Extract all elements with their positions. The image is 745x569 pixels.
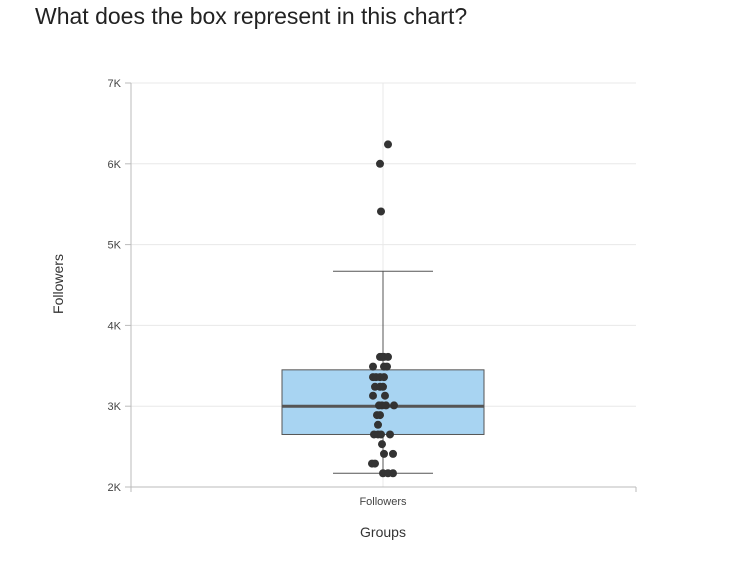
data-point — [389, 469, 397, 478]
data-point — [381, 391, 389, 400]
y-tick-label: 5K — [108, 240, 122, 252]
data-point — [384, 352, 392, 361]
data-point — [386, 430, 394, 439]
data-point — [377, 430, 385, 439]
y-tick-label: 2K — [108, 482, 122, 494]
axes: 2K 3K 4K 5K 6K 7K Followers — [108, 78, 637, 508]
y-tick-label: 3K — [108, 401, 122, 413]
y-tick-label: 6K — [108, 159, 122, 171]
data-point — [371, 459, 379, 468]
x-tick-label: Followers — [359, 496, 407, 508]
data-point — [380, 449, 388, 458]
question-title: What does the box represent in this char… — [35, 3, 468, 29]
data-point — [390, 401, 398, 410]
data-point — [369, 362, 377, 371]
y-tick-label: 7K — [108, 78, 122, 90]
data-point — [369, 391, 377, 400]
outlier-point — [384, 140, 392, 149]
data-point — [382, 401, 390, 410]
data-point — [380, 373, 388, 382]
x-axis-title: Groups — [360, 524, 406, 540]
data-point — [389, 449, 397, 458]
data-points — [368, 140, 398, 478]
data-point — [376, 411, 384, 420]
y-axis-title: Followers — [50, 254, 66, 314]
y-tick-label: 4K — [108, 320, 122, 332]
outlier-point — [376, 159, 384, 168]
outlier-point — [377, 207, 385, 216]
data-point — [379, 382, 387, 391]
data-point — [383, 362, 391, 371]
data-point — [378, 440, 386, 449]
data-point — [374, 420, 382, 429]
